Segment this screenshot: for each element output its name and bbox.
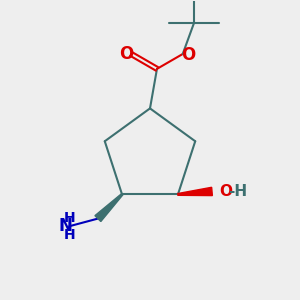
Text: N: N [59,217,73,235]
Text: O: O [219,184,232,199]
Polygon shape [95,194,123,221]
Text: H: H [63,211,75,225]
Text: -H: -H [228,184,248,199]
Text: O: O [181,46,195,64]
Text: O: O [119,45,133,63]
Text: H: H [63,228,75,242]
Polygon shape [178,187,212,196]
